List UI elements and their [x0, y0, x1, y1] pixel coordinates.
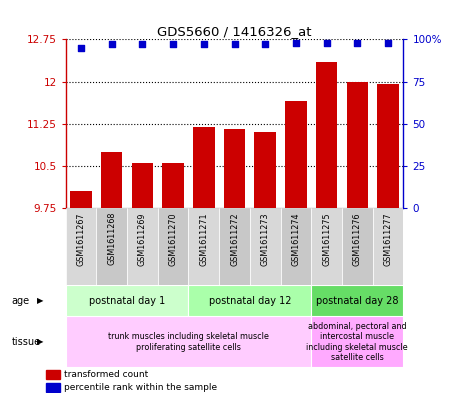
Text: ▶: ▶ — [37, 338, 43, 346]
Point — [108, 41, 115, 48]
Text: GSM1611268: GSM1611268 — [107, 212, 116, 266]
Bar — [46, 370, 60, 379]
Text: GSM1611271: GSM1611271 — [199, 212, 208, 266]
Bar — [311, 208, 342, 285]
Point — [384, 40, 392, 46]
Text: GSM1611270: GSM1611270 — [168, 212, 178, 266]
Text: GSM1611273: GSM1611273 — [261, 212, 270, 266]
Bar — [316, 62, 337, 208]
Bar — [127, 208, 158, 285]
Bar — [158, 208, 189, 285]
Point — [354, 40, 361, 46]
Text: GSM1611276: GSM1611276 — [353, 212, 362, 266]
Title: GDS5660 / 1416326_at: GDS5660 / 1416326_at — [157, 25, 312, 38]
Text: GSM1611275: GSM1611275 — [322, 212, 331, 266]
Text: GSM1611267: GSM1611267 — [76, 212, 85, 266]
Point — [139, 41, 146, 48]
Text: abdominal, pectoral and
intercostal muscle
including skeletal muscle
satellite c: abdominal, pectoral and intercostal musc… — [306, 322, 408, 362]
Text: ▶: ▶ — [37, 296, 43, 305]
Bar — [101, 152, 122, 208]
Point — [169, 41, 177, 48]
Bar — [66, 316, 311, 367]
Text: GSM1611274: GSM1611274 — [291, 212, 301, 266]
Text: postnatal day 12: postnatal day 12 — [209, 296, 291, 306]
Bar — [70, 191, 92, 208]
Bar — [250, 208, 280, 285]
Bar — [377, 84, 399, 208]
Bar — [347, 82, 368, 208]
Text: age: age — [12, 296, 30, 306]
Bar — [311, 285, 403, 316]
Text: transformed count: transformed count — [64, 370, 148, 379]
Text: tissue: tissue — [12, 337, 41, 347]
Text: GSM1611277: GSM1611277 — [384, 212, 393, 266]
Bar — [96, 208, 127, 285]
Point — [77, 45, 85, 51]
Bar — [280, 208, 311, 285]
Bar — [311, 316, 403, 367]
Bar — [66, 208, 96, 285]
Bar — [224, 129, 245, 208]
Point — [231, 41, 238, 48]
Bar — [193, 127, 214, 208]
Text: GSM1611272: GSM1611272 — [230, 212, 239, 266]
Bar — [285, 101, 307, 208]
Bar — [132, 163, 153, 208]
Point — [292, 40, 300, 46]
Point — [200, 41, 208, 48]
Point — [261, 41, 269, 48]
Bar — [189, 208, 219, 285]
Text: postnatal day 28: postnatal day 28 — [316, 296, 399, 306]
Bar — [189, 285, 311, 316]
Bar — [66, 285, 189, 316]
Bar — [219, 208, 250, 285]
Text: trunk muscles including skeletal muscle
proliferating satellite cells: trunk muscles including skeletal muscle … — [108, 332, 269, 352]
Text: postnatal day 1: postnatal day 1 — [89, 296, 165, 306]
Bar — [162, 163, 184, 208]
Text: GSM1611269: GSM1611269 — [138, 212, 147, 266]
Bar — [46, 383, 60, 392]
Bar — [255, 132, 276, 208]
Point — [323, 40, 330, 46]
Text: percentile rank within the sample: percentile rank within the sample — [64, 383, 217, 392]
Bar — [342, 208, 373, 285]
Bar — [373, 208, 403, 285]
